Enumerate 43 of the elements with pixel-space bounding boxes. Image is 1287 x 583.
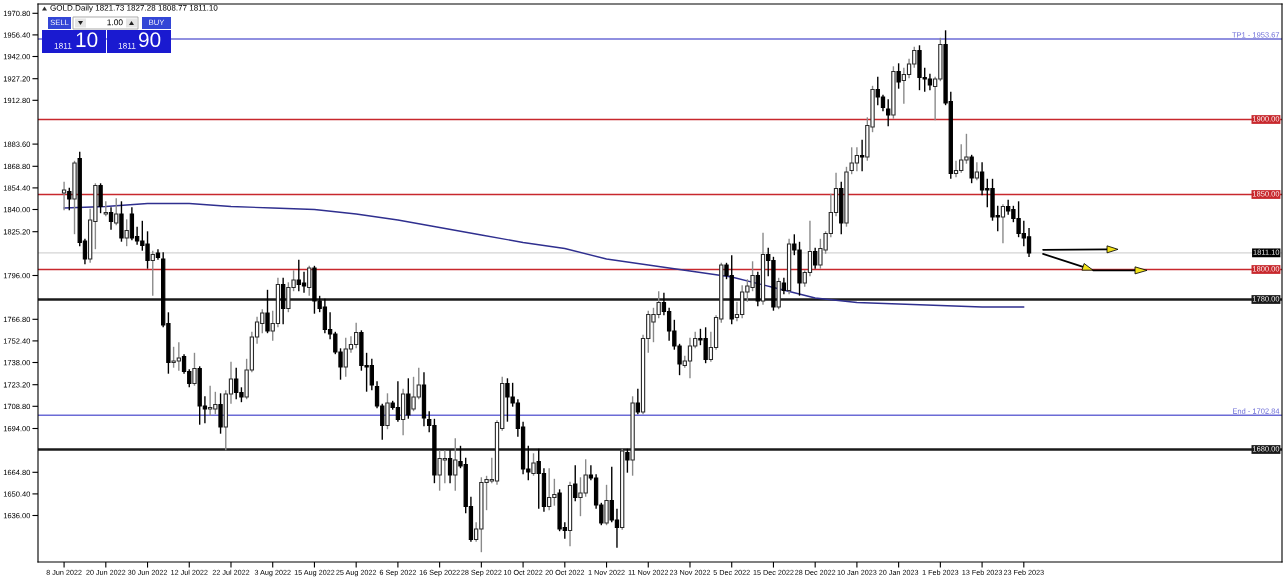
candlestick <box>453 438 458 491</box>
candlestick <box>447 450 453 484</box>
candlestick <box>129 207 135 241</box>
candlestick <box>901 67 907 104</box>
candlestick <box>301 271 307 293</box>
candlestick <box>385 393 390 430</box>
candlestick <box>108 207 114 230</box>
candlestick <box>353 322 359 349</box>
annotation: 90 <box>138 32 161 48</box>
line-series <box>63 202 1025 308</box>
candlestick <box>103 201 108 217</box>
candlestick <box>573 465 578 502</box>
candlestick <box>218 393 223 434</box>
candlestick <box>635 388 641 415</box>
candlestick <box>859 139 865 172</box>
candlestick <box>813 247 818 269</box>
candlestick <box>1026 227 1032 258</box>
chart-title: GOLD.Daily 1821.73 1827.28 1808.77 1811.10 <box>50 4 218 13</box>
candlestick <box>406 378 411 419</box>
candlestick <box>67 187 72 211</box>
annotation: 1811 <box>54 42 72 49</box>
candlestick <box>687 337 693 379</box>
candlestick <box>604 484 609 526</box>
candlestick <box>124 219 129 247</box>
candlestick <box>265 289 270 334</box>
candlestick <box>969 154 974 184</box>
candlestick <box>307 265 312 296</box>
candlestick <box>1000 204 1006 244</box>
annotation: 1.00 <box>107 19 123 26</box>
candlestick <box>61 181 67 211</box>
candlestick <box>531 453 536 476</box>
candlestick <box>886 99 891 127</box>
annotation: 10 <box>76 32 98 48</box>
candlestick <box>280 277 286 325</box>
candlestick <box>896 63 901 89</box>
candlestick <box>114 198 119 226</box>
candlestick <box>625 448 630 473</box>
candlestick <box>119 201 124 242</box>
candlestick <box>150 250 155 296</box>
annotation: 1811 <box>118 42 136 49</box>
candlestick <box>953 160 959 178</box>
candlestick <box>98 183 103 214</box>
candlestick <box>192 352 197 386</box>
